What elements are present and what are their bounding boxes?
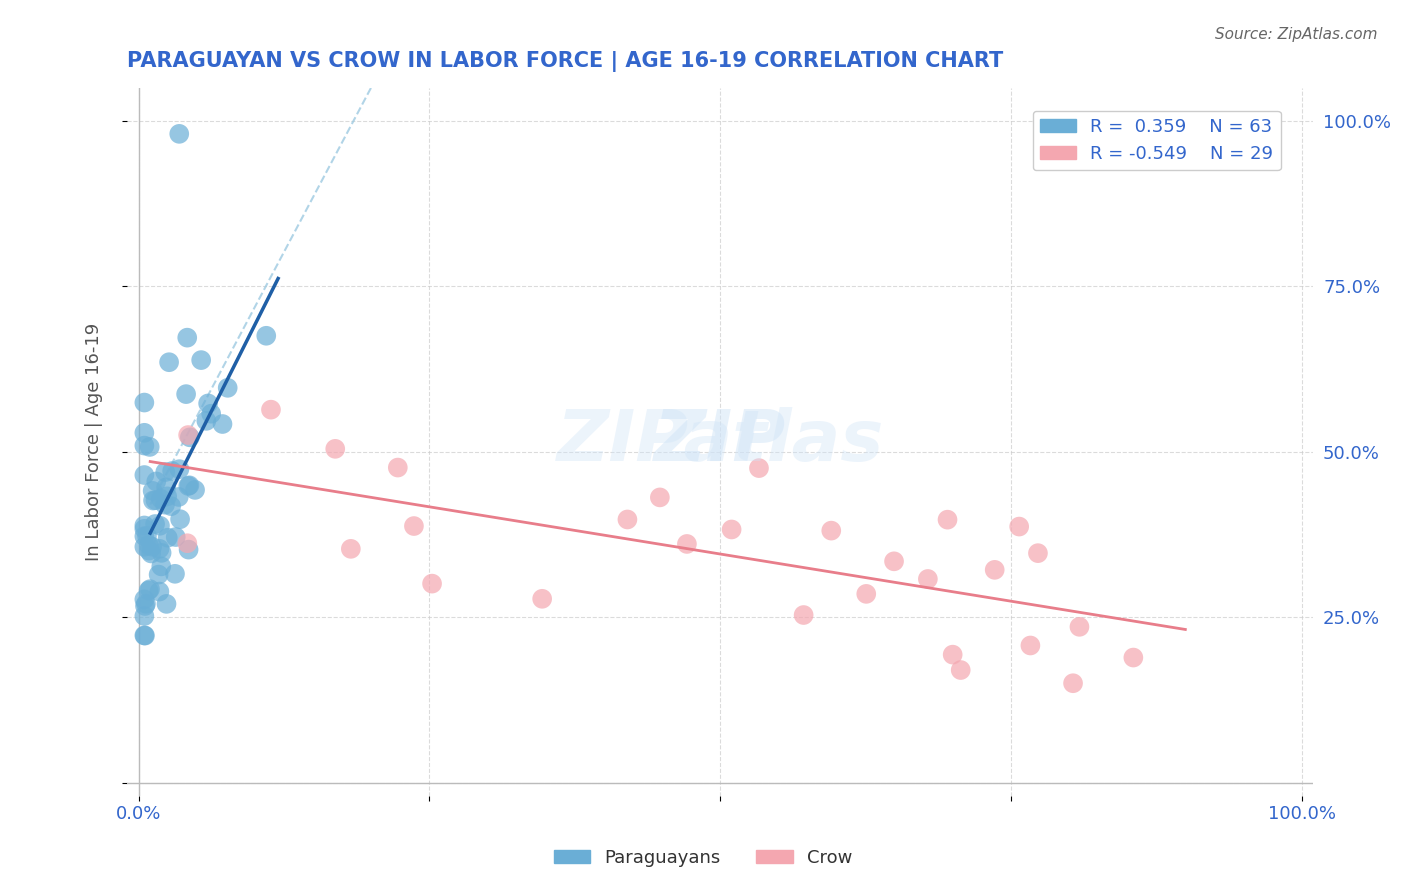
Paraguayans [190,353,212,368]
Paraguayans [179,430,201,444]
Paraguayans [134,599,156,613]
Paraguayans [184,483,207,497]
Crow [676,537,699,551]
Paraguayans [134,628,156,642]
Paraguayans [134,629,156,643]
Crow [176,536,198,550]
Crow [616,512,638,526]
Paraguayans [155,465,177,479]
Crow [1008,519,1031,533]
Paraguayans [135,597,157,611]
Paraguayans [134,592,156,607]
Crow [420,576,443,591]
Paraguayans [176,331,198,345]
Paraguayans [197,396,219,410]
Paraguayans [165,530,187,544]
Crow [402,519,425,533]
Paraguayans [149,518,172,533]
Paraguayans [134,395,156,409]
Crow [793,607,815,622]
Paraguayans [134,518,156,533]
Paraguayans [145,493,167,508]
Paraguayans [217,381,239,395]
Paraguayans [155,597,177,611]
Paraguayans [142,493,165,508]
Paraguayans [177,479,200,493]
Crow [531,591,554,606]
Crow [1026,546,1049,560]
Paraguayans [148,584,170,599]
Paraguayans [179,478,201,492]
Paraguayans [155,480,177,494]
Paraguayans [167,490,190,504]
Paraguayans [160,499,183,513]
Text: Source: ZipAtlas.com: Source: ZipAtlas.com [1215,27,1378,42]
Paraguayans [150,546,173,560]
Paraguayans [138,583,160,598]
Text: ZIP: ZIP [654,407,786,476]
Crow [942,648,965,662]
Paraguayans [141,540,163,554]
Paraguayans [148,541,170,556]
Paraguayans [134,522,156,536]
Paraguayans [134,540,156,554]
Crow [936,513,959,527]
Paraguayans [134,529,156,543]
Paraguayans [177,542,200,557]
Paraguayans [156,489,179,503]
Paraguayans [142,483,165,498]
Crow [648,491,671,505]
Paraguayans [143,516,166,531]
Paraguayans [148,567,170,582]
Paraguayans [160,464,183,478]
Paraguayans [195,414,218,428]
Paraguayans [156,531,179,545]
Legend: Paraguayans, Crow: Paraguayans, Crow [547,842,859,874]
Paraguayans [139,546,162,560]
Crow [855,587,877,601]
Paraguayans [149,491,172,506]
Crow [1122,650,1144,665]
Paraguayans [134,468,156,483]
Crow [1019,639,1042,653]
Paraguayans [169,512,191,526]
Crow [1069,620,1091,634]
Crow [340,541,363,556]
Legend: R =  0.359    N = 63, R = -0.549    N = 29: R = 0.359 N = 63, R = -0.549 N = 29 [1032,111,1281,170]
Paraguayans [134,609,156,624]
Crow [748,461,770,475]
Paraguayans [150,559,173,574]
Paraguayans [157,355,180,369]
Text: PARAGUAYAN VS CROW IN LABOR FORCE | AGE 16-19 CORRELATION CHART: PARAGUAYAN VS CROW IN LABOR FORCE | AGE … [127,51,1002,71]
Crow [1062,676,1084,690]
Paraguayans [139,582,162,596]
Crow [387,460,409,475]
Crow [949,663,972,677]
Paraguayans [254,328,277,343]
Paraguayans [169,462,191,476]
Crow [323,442,346,456]
Paraguayans [211,417,233,431]
Paraguayans [134,425,156,440]
Paraguayans [134,439,156,453]
Crow [260,402,283,417]
Paraguayans [138,538,160,552]
Paraguayans [138,543,160,558]
Crow [820,524,842,538]
Paraguayans [138,440,160,454]
Y-axis label: In Labor Force | Age 16-19: In Labor Force | Age 16-19 [86,323,103,561]
Text: ZIPatlas: ZIPatlas [557,407,884,476]
Crow [983,563,1005,577]
Crow [177,428,200,442]
Paraguayans [167,127,190,141]
Crow [917,572,939,586]
Crow [883,554,905,568]
Paraguayans [200,407,222,421]
Crow [720,523,742,537]
Paraguayans [145,475,167,489]
Paraguayans [136,529,159,543]
Paraguayans [153,498,176,512]
Paraguayans [174,387,197,401]
Paraguayans [163,566,186,581]
